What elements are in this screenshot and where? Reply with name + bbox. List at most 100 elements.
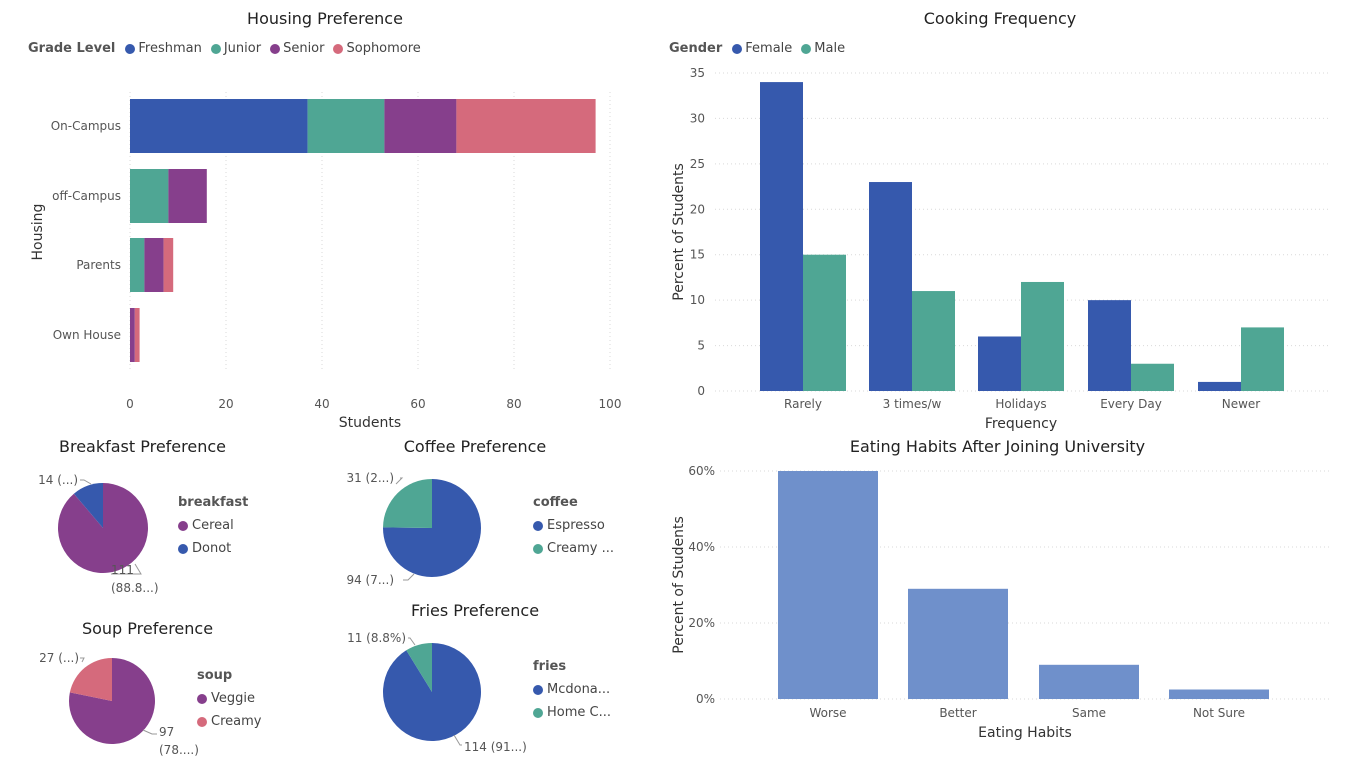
bar-junior-parents	[130, 238, 145, 292]
y-tick-label: 15	[690, 248, 705, 262]
x-tick-label: 80	[506, 397, 521, 411]
pie-leader-line	[111, 563, 142, 575]
y-axis-title: Housing	[30, 204, 46, 261]
bar-female-holidays	[978, 336, 1021, 391]
fries-pie: 114 (91...) 11 (8.8%)	[347, 631, 527, 754]
legend-item-donot[interactable]: Donot	[178, 541, 248, 556]
legend-item-creamy-coffee[interactable]: Creamy ...	[533, 541, 614, 556]
pie-data-label: 31 (2...)	[346, 471, 394, 485]
legend-item-cereal[interactable]: Cereal	[178, 518, 248, 533]
y-tick-label: Parents	[76, 258, 121, 272]
legend-swatch-donot	[178, 543, 188, 554]
y-tick-label: 5	[697, 339, 705, 353]
legend-swatch-male	[801, 43, 812, 54]
x-tick-label: 40	[314, 397, 329, 411]
legend-swatch-creamy-coffee	[533, 543, 543, 554]
cooking-legend: Gender Female Male	[669, 41, 848, 56]
y-tick-label: 10	[690, 293, 705, 307]
x-tick-label: Worse	[809, 706, 846, 720]
legend-item-homecooked[interactable]: Home C...	[533, 705, 611, 720]
soup-legend: soup Veggie Creamy	[197, 668, 261, 737]
legend-label-homecooked: Home C...	[547, 705, 611, 720]
legend-label-senior: Senior	[283, 41, 325, 56]
legend-label-creamy-coffee: Creamy ...	[547, 541, 614, 556]
breakfast-legend: breakfast Cereal Donot	[178, 495, 248, 564]
pie-slice-creamy	[383, 479, 432, 528]
bar-worse	[778, 471, 878, 699]
coffee-chart-title: Coffee Preference	[403, 437, 547, 456]
legend-swatch-veggie	[197, 693, 207, 704]
x-tick-label: 3 times/w	[883, 397, 942, 411]
pie-data-label: 11 (8.8%)	[347, 631, 406, 645]
pie-data-label: 114 (91...)	[464, 740, 527, 754]
bar-junior-on-campus	[307, 99, 385, 153]
x-tick-label: Same	[1072, 706, 1106, 720]
pie-slice-creamy	[69, 658, 112, 701]
bar-senior-own-house	[130, 308, 135, 362]
bar-senior-on-campus	[384, 99, 457, 153]
legend-item-espresso[interactable]: Espresso	[533, 518, 614, 533]
x-tick-label: 20	[218, 397, 233, 411]
legend-swatch-cereal	[178, 520, 188, 531]
legend-swatch-freshman	[125, 43, 136, 54]
coffee-pie: 94 (7...) 31 (2...)	[346, 471, 481, 587]
y-tick-label: 40%	[688, 540, 715, 554]
y-tick-label: 0	[697, 384, 705, 398]
legend-label-male: Male	[814, 41, 846, 56]
x-tick-label: Not Sure	[1193, 706, 1245, 720]
x-tick-label: 0	[126, 397, 134, 411]
x-axis-title: Students	[339, 415, 401, 431]
legend-label-cereal: Cereal	[192, 518, 234, 533]
cooking-legend-title: Gender	[669, 41, 723, 56]
legend-item-junior[interactable]: Junior	[210, 41, 261, 56]
pie-data-label: (88.8...)	[111, 581, 159, 595]
legend-item-freshman[interactable]: Freshman	[125, 41, 202, 56]
fries-chart-title: Fries Preference	[410, 601, 540, 620]
legend-item-mcdonalds[interactable]: Mcdona...	[533, 682, 611, 697]
pie-leader-line	[408, 637, 416, 646]
x-tick-label: 60	[410, 397, 425, 411]
breakfast-pie: 111 (88.8...) 14 (...)	[38, 473, 159, 595]
bar-male-rarely	[803, 254, 846, 391]
legend-item-female[interactable]: Female	[732, 41, 792, 56]
pie-leader-line	[80, 657, 85, 663]
pie-leader-line	[453, 734, 462, 746]
legend-swatch-junior	[210, 43, 221, 54]
legend-item-senior[interactable]: Senior	[270, 41, 324, 56]
legend-item-veggie[interactable]: Veggie	[197, 691, 261, 706]
bar-senior-parents	[144, 238, 164, 292]
legend-item-male[interactable]: Male	[801, 41, 845, 56]
bar-senior-off-campus	[168, 169, 207, 223]
bar-better	[908, 588, 1008, 699]
y-axis-title: Percent of Students	[671, 516, 687, 653]
bar-male-every-day	[1131, 363, 1174, 391]
bar-male-newer	[1241, 327, 1284, 391]
legend-label-female: Female	[745, 41, 793, 56]
y-tick-label: 35	[690, 66, 705, 80]
pie-slice-home-c	[406, 643, 432, 692]
pie-data-label: (78....)	[159, 743, 199, 757]
legend-item-creamy-soup[interactable]: Creamy	[197, 714, 261, 729]
pie-slice-donot	[73, 483, 103, 528]
legend-swatch-mcdonalds	[533, 684, 543, 695]
y-tick-label: 20%	[688, 616, 715, 630]
pie-leader-line	[403, 573, 415, 581]
soup-chart-title: Soup Preference	[81, 619, 214, 638]
y-tick-label: 0%	[696, 692, 715, 706]
legend-swatch-creamy-soup	[197, 716, 207, 727]
soup-legend-title: soup	[197, 668, 233, 683]
housing-legend: Grade Level Freshman Junior Senior Sopho…	[28, 41, 424, 56]
bar-female-3-times-w	[869, 182, 912, 391]
legend-item-sophomore[interactable]: Sophomore	[333, 41, 421, 56]
legend-label-donot: Donot	[192, 541, 232, 556]
cooking-chart-title: Cooking Frequency	[923, 9, 1077, 28]
eating-chart-title: Eating Habits After Joining University	[849, 437, 1146, 456]
pie-data-label: 94 (7...)	[346, 573, 394, 587]
bar-junior-off-campus	[130, 169, 169, 223]
coffee-legend: coffee Espresso Creamy ...	[533, 495, 614, 564]
x-tick-label: 100	[599, 397, 622, 411]
legend-swatch-sophomore	[333, 43, 344, 54]
bar-male-holidays	[1021, 281, 1064, 391]
legend-swatch-female	[732, 43, 743, 54]
x-tick-label: Every Day	[1100, 397, 1162, 411]
